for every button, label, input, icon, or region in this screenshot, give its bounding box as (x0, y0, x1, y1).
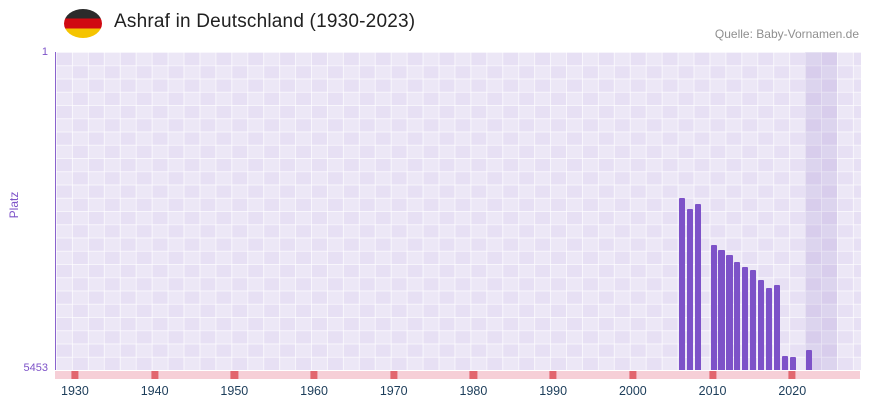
axis-strip-marker-1980 (469, 371, 478, 379)
x-tick-2010: 2010 (698, 384, 727, 398)
x-tick-1950: 1950 (220, 384, 249, 398)
bar-2019[interactable] (782, 355, 789, 370)
x-tick-1940: 1940 (140, 384, 169, 398)
x-axis-ticks: 1930 1940 1950 1960 1970 1980 1990 2000 2010 2020 (55, 384, 860, 402)
axis-strip-marker-1950 (230, 371, 238, 379)
axis-strip-marker-2020 (788, 371, 796, 379)
x-tick-1980: 1980 (459, 384, 488, 398)
axis-strip-marker-1970 (390, 371, 398, 379)
y-axis-label-wrap: Platz (0, 192, 28, 226)
x-tick-1930: 1930 (61, 384, 89, 398)
bar-2008[interactable] (694, 204, 701, 370)
recent-years-highlight-band (805, 52, 838, 370)
plot-area (55, 52, 861, 370)
y-tick-top: 1 (41, 46, 48, 58)
x-tick-2020: 2020 (778, 384, 807, 398)
germany-flag-icon (64, 9, 102, 38)
y-tick-bottom: 5453 (23, 362, 48, 374)
bar-2007[interactable] (686, 208, 693, 370)
x-tick-2000: 2000 (618, 384, 647, 398)
bar-2015[interactable] (750, 270, 757, 370)
chart-title: Ashraf in Deutschland (1930-2023) (114, 11, 416, 32)
x-tick-1960: 1960 (300, 384, 328, 398)
axis-strip-marker-1960 (310, 371, 318, 379)
bar-2014[interactable] (742, 267, 749, 370)
bar-2022[interactable] (806, 350, 813, 370)
y-axis-label: Platz (7, 191, 21, 219)
bar-2018[interactable] (774, 285, 781, 370)
x-axis-strip (55, 371, 860, 379)
axis-strip-marker-2010 (708, 371, 717, 379)
axis-strip-marker-2000 (629, 371, 637, 379)
bar-2017[interactable] (766, 288, 773, 370)
bar-2010[interactable] (710, 245, 717, 370)
x-tick-1990: 1990 (539, 384, 568, 398)
x-tick-1970: 1970 (379, 384, 408, 398)
bar-2020[interactable] (790, 357, 797, 370)
bar-2013[interactable] (734, 261, 741, 370)
bar-2016[interactable] (758, 280, 765, 370)
bar-2011[interactable] (718, 250, 725, 370)
axis-strip-marker-1930 (71, 371, 79, 379)
bar-2012[interactable] (726, 254, 733, 370)
source-credit: Quelle: Baby-Vornamen.de (714, 27, 859, 41)
axis-strip-marker-1990 (549, 371, 557, 379)
bar-2006[interactable] (678, 197, 685, 370)
axis-strip-marker-1940 (151, 371, 159, 379)
